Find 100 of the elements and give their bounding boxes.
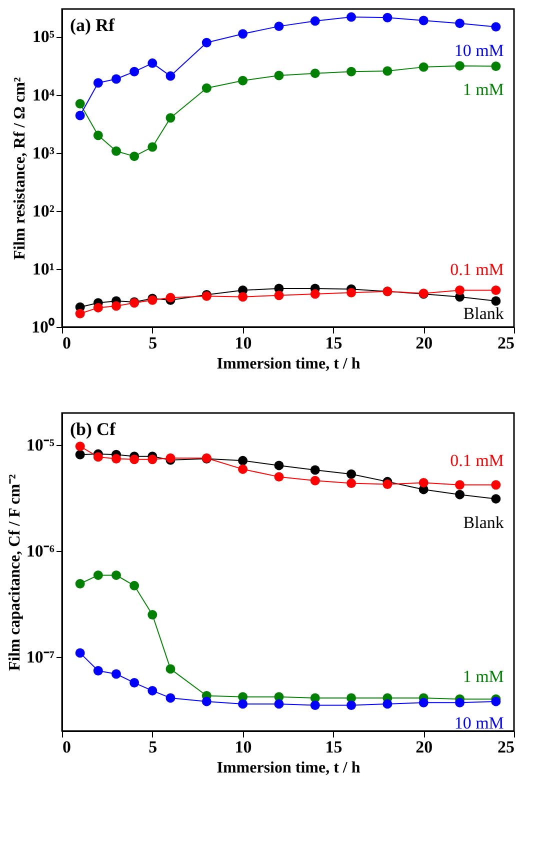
y-tick-label: 10⁻⁷ <box>26 647 54 666</box>
point <box>382 480 392 490</box>
series-label: Blank <box>463 304 504 324</box>
point <box>238 456 248 466</box>
x-tick-label: 5 <box>148 334 158 352</box>
point <box>166 292 176 302</box>
point <box>418 62 428 72</box>
point <box>382 12 392 22</box>
point <box>111 301 121 311</box>
point <box>202 38 212 48</box>
point <box>491 696 501 706</box>
point <box>310 476 320 486</box>
chart-title: (a) Rf <box>70 15 116 35</box>
point <box>455 490 465 500</box>
point <box>75 308 85 318</box>
x-axis-title: Immersion time, t / h <box>216 760 360 776</box>
point <box>382 699 392 709</box>
point <box>148 58 158 68</box>
x-tick-label: 20 <box>416 334 433 352</box>
point <box>111 669 121 679</box>
point <box>148 686 158 696</box>
point <box>491 285 501 295</box>
point <box>274 699 284 709</box>
point <box>93 666 103 676</box>
point <box>166 113 176 123</box>
chart-title: (b) Cf <box>70 419 116 439</box>
point <box>130 678 140 688</box>
point <box>310 68 320 78</box>
x-tick-label: 20 <box>416 738 433 756</box>
y-tick-label: 10¹ <box>32 259 54 278</box>
point <box>93 130 103 140</box>
y-axis-title: Film capacitance, Cf / F cm⁻² <box>6 474 24 671</box>
point <box>310 289 320 299</box>
x-tick-label: 10 <box>234 738 252 756</box>
point <box>455 480 465 490</box>
point <box>238 29 248 39</box>
point <box>418 698 428 708</box>
y-tick-label: 10² <box>32 201 54 220</box>
point <box>418 478 428 488</box>
point <box>166 664 176 674</box>
series-label: 10 mM <box>454 713 504 732</box>
point <box>238 76 248 86</box>
point <box>346 469 356 479</box>
point <box>455 285 465 295</box>
series-label: 1 mM <box>462 667 504 686</box>
point <box>166 693 176 703</box>
point <box>310 16 320 26</box>
point <box>166 71 176 81</box>
series-label: 10 mM <box>454 40 504 60</box>
point <box>238 464 248 474</box>
point <box>130 580 140 590</box>
point <box>111 570 121 580</box>
y-tick-label: 10³ <box>32 143 54 162</box>
x-tick-label: 5 <box>148 738 158 756</box>
point <box>346 12 356 22</box>
point <box>455 18 465 28</box>
point <box>130 454 140 464</box>
point <box>75 442 85 452</box>
point <box>274 290 284 300</box>
point <box>75 99 85 108</box>
y-tick-label: 10⁴ <box>32 85 54 104</box>
point <box>238 699 248 709</box>
y-tick-label: 10⁻⁶ <box>26 541 54 560</box>
point <box>346 288 356 298</box>
series-label: 0.1 mM <box>450 260 504 280</box>
point <box>274 70 284 80</box>
y-axis-title: Film resistance, Rf / Ω cm² <box>12 77 28 260</box>
point <box>202 696 212 706</box>
point <box>93 570 103 580</box>
point <box>111 74 121 84</box>
point <box>93 452 103 462</box>
point <box>491 494 501 504</box>
series-label: 1 mM <box>462 80 504 100</box>
point <box>148 610 158 620</box>
point <box>346 66 356 76</box>
point <box>274 22 284 32</box>
y-tick-label: 10⁵ <box>32 27 54 46</box>
point <box>455 61 465 71</box>
x-tick-label: 0 <box>62 334 71 352</box>
x-tick-label: 15 <box>325 334 342 352</box>
x-tick-label: 25 <box>498 334 514 352</box>
point <box>346 478 356 488</box>
x-tick-label: 10 <box>234 334 252 352</box>
point <box>75 648 85 658</box>
x-tick-label: 0 <box>62 738 71 756</box>
x-axis-title: Immersion time, t / h <box>216 356 360 372</box>
point <box>75 110 85 120</box>
point <box>491 296 501 306</box>
point <box>491 62 501 71</box>
point <box>111 454 121 464</box>
point <box>274 472 284 482</box>
point <box>382 66 392 76</box>
point <box>148 454 158 464</box>
series-label: Blank <box>463 512 504 532</box>
series-label: 0.1 mM <box>450 450 504 470</box>
point <box>491 480 501 490</box>
point <box>130 152 140 162</box>
point <box>274 460 284 470</box>
point <box>455 698 465 708</box>
point <box>75 450 85 460</box>
